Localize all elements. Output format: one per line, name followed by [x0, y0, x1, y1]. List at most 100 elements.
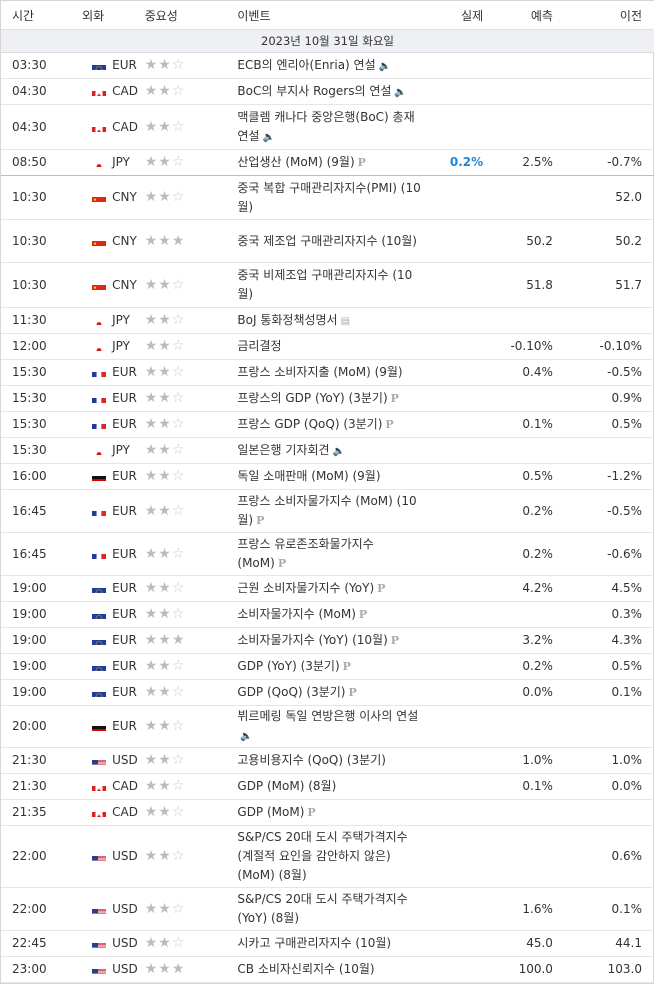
currency-code: JPY [112, 155, 130, 169]
event-row[interactable]: 21:30 USD ★★☆ 고용비용지수 (QoQ) (3분기) 1.0% 1.0% [1, 747, 654, 774]
event-name[interactable]: GDP (YoY) (3분기) [237, 659, 340, 673]
currency-code: USD [112, 901, 138, 916]
previous-value [552, 799, 654, 826]
star-filled-icon: ★ [144, 118, 159, 135]
forecast-value [483, 307, 553, 334]
event-name[interactable]: GDP (MoM) [237, 805, 305, 819]
event-row[interactable]: 03:30 EUR ★★☆ ECB의 엔리아(Enria) 연설 🔈 [1, 52, 654, 79]
col-importance[interactable]: 중요성 [144, 1, 238, 30]
event-row[interactable]: 16:45 EUR ★★☆ 프랑스 소비자물가지수 (MoM) (10월) P 0.2% -… [1, 489, 654, 533]
event-row[interactable]: 15:30 EUR ★★☆ 프랑스 소비자지출 (MoM) (9월) 0.4% -0.5% [1, 359, 654, 386]
event-row[interactable]: 21:35 CAD ★★☆ GDP (MoM) P [1, 799, 654, 826]
flag-de-icon [92, 472, 107, 481]
date-label: 2023년 10월 31일 화요일 [1, 29, 654, 53]
event-row[interactable]: 15:30 EUR ★★☆ 프랑스의 GDP (YoY) (3분기) P 0.9% [1, 385, 654, 412]
event-name[interactable]: 소비자물가지수 (MoM) [237, 607, 356, 621]
event-name[interactable]: S&P/CS 20대 도시 주택가격지수 (계절적 요인을 감안하지 않은) (… [237, 830, 408, 882]
document-icon[interactable]: ▤ [340, 315, 351, 327]
event-time: 21:35 [1, 799, 81, 826]
star-empty-icon: ☆ [171, 83, 186, 99]
event-name[interactable]: 독일 소매판매 (MoM) (9월) [237, 469, 381, 483]
forecast-value [483, 385, 553, 412]
event-name[interactable]: 금리결정 [237, 339, 282, 353]
event-name[interactable]: 산업생산 (MoM) (9월) [237, 155, 355, 169]
event-name[interactable]: ECB의 엔리아(Enria) 연설 [237, 57, 376, 72]
previous-value: 0.6% [552, 825, 654, 888]
event-name[interactable]: 일본은행 기자회견 [237, 442, 330, 457]
forecast-value: 0.5% [483, 463, 553, 490]
star-filled-icon: ★ [144, 961, 159, 977]
importance-stars: ★★☆ [144, 799, 238, 826]
event-name[interactable]: 고용비용지수 (QoQ) (3분기) [237, 753, 386, 767]
event-name[interactable]: CB 소비자신뢰지수 (10월) [237, 962, 375, 976]
col-forecast[interactable]: 예측 [483, 1, 553, 30]
event-row[interactable]: 10:30 CNY ★★☆ 중국 비제조업 구매관리자지수 (10월) 51.8 51.7 [1, 262, 654, 308]
event-row[interactable]: 10:30 CNY ★★☆ 중국 복합 구매관리자지수(PMI) (10월) 52.0 [1, 175, 654, 220]
event-name[interactable]: 뷔르메링 독일 연방은행 이사의 연설 [237, 709, 419, 723]
event-row[interactable]: 04:30 CAD ★★☆ BoC의 부지사 Rogers의 연설 🔈 [1, 78, 654, 105]
col-time[interactable]: 시간 [1, 1, 81, 30]
event-name[interactable]: BoJ 통화정책성명서 [237, 312, 338, 327]
event-row[interactable]: 04:30 CAD ★★☆ 맥클렘 캐나다 중앙은행(BoC) 총재 연설 🔈 [1, 104, 654, 150]
event-time: 22:00 [1, 825, 81, 888]
event-row[interactable]: 11:30 JPY ★★☆ BoJ 통화정책성명서 ▤ [1, 307, 654, 334]
event-name[interactable]: S&P/CS 20대 도시 주택가격지수 (YoY) (8월) [237, 892, 408, 925]
event-row[interactable]: 19:00 EUR ★★☆ 소비자물가지수 (MoM) P 0.3% [1, 601, 654, 628]
star-filled-icon: ★ [144, 752, 159, 768]
event-name[interactable]: GDP (MoM) (8월) [237, 779, 337, 793]
event-row[interactable]: 22:00 USD ★★☆ S&P/CS 20대 도시 주택가격지수 (YoY) (8… [1, 887, 654, 931]
event-row[interactable]: 19:00 EUR ★★☆ GDP (QoQ) (3분기) P 0.0% 0.1% [1, 679, 654, 706]
event-name[interactable]: 소비자물가지수 (YoY) (10월) [237, 633, 388, 647]
event-name[interactable]: 맥클렘 캐나다 중앙은행(BoC) 총재 연설 [237, 109, 415, 143]
col-previous[interactable]: 이전 [552, 1, 654, 30]
star-empty-icon: ☆ [171, 900, 186, 917]
event-time: 16:00 [1, 463, 81, 490]
event-time: 19:00 [1, 679, 81, 706]
star-filled-icon: ★ [144, 57, 159, 73]
event-name[interactable]: 프랑스 유로존조화물가지수 (MoM) [237, 537, 374, 570]
star-filled-icon: ★ [158, 935, 172, 951]
star-filled-icon: ★ [171, 232, 186, 249]
col-currency[interactable]: 외화 [80, 1, 145, 30]
event-row[interactable]: 15:30 JPY ★★☆ 일본은행 기자회견 🔈 [1, 437, 654, 464]
importance-stars: ★★☆ [144, 149, 238, 176]
flag-de-icon [92, 722, 107, 731]
event-row[interactable]: 08:50 JPY ★★☆ 산업생산 (MoM) (9월) P 0.2% 2.5% -0.7% [1, 149, 654, 176]
event-name[interactable]: 중국 복합 구매관리자지수(PMI) (10월) [237, 180, 421, 214]
event-row[interactable]: 19:00 EUR ★★☆ 근원 소비자물가지수 (YoY) P 4.2% 4.5% [1, 575, 654, 602]
event-row[interactable]: 19:00 EUR ★★★ 소비자물가지수 (YoY) (10월) P 3.2% 4.3% [1, 627, 654, 654]
event-row[interactable]: 20:00 EUR ★★☆ 뷔르메링 독일 연방은행 이사의 연설🔈 [1, 705, 654, 748]
event-row[interactable]: 22:45 USD ★★☆ 시카고 구매관리자지수 (10월) 45.0 44.1 [1, 930, 654, 957]
event-row[interactable]: 12:00 JPY ★★☆ 금리결정 -0.10% -0.10% [1, 333, 654, 360]
flag-eu-icon [92, 61, 107, 70]
event-row[interactable]: 15:30 EUR ★★☆ 프랑스 GDP (QoQ) (3분기) P 0.1% 0.5% [1, 411, 654, 438]
event-row[interactable]: 10:30 CNY ★★★ 중국 제조업 구매관리자지수 (10월) 50.2 50.2 [1, 219, 654, 263]
event-row[interactable]: 23:00 USD ★★★ CB 소비자신뢰지수 (10월) 100.0 103.0 [1, 956, 654, 983]
event-row[interactable]: 16:00 EUR ★★☆ 독일 소매판매 (MoM) (9월) 0.5% -1.2% [1, 463, 654, 490]
forecast-value: 1.6% [483, 887, 553, 931]
star-empty-icon: ☆ [171, 416, 186, 432]
event-name[interactable]: 프랑스 GDP (QoQ) (3분기) [237, 417, 383, 431]
event-name[interactable]: 프랑스의 GDP (YoY) (3분기) [237, 391, 388, 405]
event-row[interactable]: 21:30 CAD ★★☆ GDP (MoM) (8월) 0.1% 0.0% [1, 773, 654, 800]
importance-stars: ★★☆ [144, 825, 238, 888]
event-name[interactable]: BoC의 부지사 Rogers의 연설 [237, 83, 392, 98]
flag-fr-icon [92, 507, 107, 516]
previous-value: -0.5% [552, 489, 654, 533]
forecast-value: 0.1% [483, 773, 553, 800]
event-name[interactable]: 시카고 구매관리자지수 (10월) [237, 936, 392, 950]
event-row[interactable]: 16:45 EUR ★★☆ 프랑스 유로존조화물가지수 (MoM) P 0.2% -0.6% [1, 532, 654, 576]
event-name[interactable]: 프랑스 소비자물가지수 (MoM) (10월) [237, 494, 417, 527]
event-name[interactable]: 프랑스 소비자지출 (MoM) (9월) [237, 365, 403, 379]
star-filled-icon: ★ [158, 364, 172, 380]
event-name[interactable]: 근원 소비자물가지수 (YoY) [237, 581, 375, 595]
event-row[interactable]: 22:00 USD ★★☆ S&P/CS 20대 도시 주택가격지수 (계절적 요인을… [1, 825, 654, 888]
event-name[interactable]: 중국 제조업 구매관리자지수 (10월) [237, 233, 417, 248]
event-row[interactable]: 19:00 EUR ★★☆ GDP (YoY) (3분기) P 0.2% 0.5% [1, 653, 654, 680]
event-name[interactable]: GDP (QoQ) (3분기) [237, 685, 346, 699]
event-name[interactable]: 중국 비제조업 구매관리자지수 (10월) [237, 268, 413, 301]
previous-value: 44.1 [552, 930, 654, 957]
col-event[interactable]: 이벤트 [237, 1, 425, 30]
col-actual[interactable]: 실제 [424, 1, 484, 30]
forecast-value [483, 78, 553, 105]
